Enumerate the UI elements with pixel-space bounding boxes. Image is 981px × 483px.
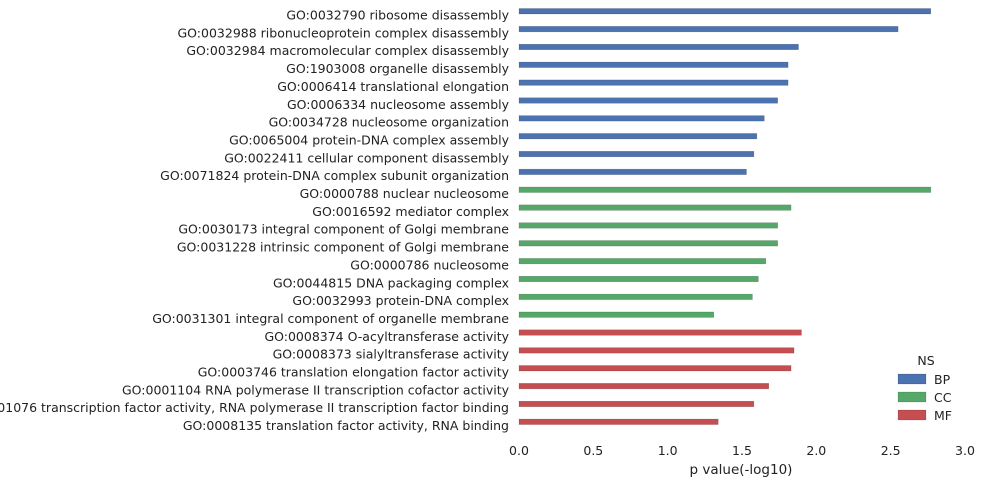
category-label: GO:0071824 protein-DNA complex subunit o…	[160, 168, 509, 183]
x-axis-title: p value(-log10)	[690, 462, 793, 478]
category-label: GO:0008374 O-acyltransferase activity	[264, 329, 509, 344]
category-label: GO:0032988 ribonucleoprotein complex dis…	[177, 25, 509, 40]
category-label: GO:1903008 organelle disassembly	[286, 61, 509, 76]
bar	[518, 61, 789, 68]
category-labels: GO:0032790 ribosome disassembly GO:003298…	[0, 8, 510, 434]
x-tick-label: 2.0	[806, 443, 826, 458]
category-label: GO:0044815 DNA packaging complex	[273, 275, 509, 290]
bar	[518, 43, 799, 50]
bar	[518, 97, 778, 104]
bar	[518, 222, 778, 229]
category-label: GO:0000788 nuclear nucleosome	[300, 186, 510, 201]
bar	[518, 26, 899, 33]
x-tick-label: 2.5	[881, 443, 901, 458]
x-tick-label: 0.5	[583, 443, 603, 458]
bar	[518, 347, 795, 354]
category-label: GO:0031228 intrinsic component of Golgi …	[177, 240, 509, 255]
category-label: GO:0003746 translation elongation factor…	[198, 365, 510, 380]
category-label: GO:0032790 ribosome disassembly	[286, 8, 509, 23]
bar	[518, 329, 802, 336]
category-label: GO:0032984 macromolecular complex disass…	[186, 43, 509, 58]
category-label: GO:0034728 nucleosome organization	[269, 115, 509, 130]
x-tick-label: 3.0	[955, 443, 975, 458]
bar	[518, 115, 765, 122]
legend: NS BP CC MF	[897, 353, 952, 423]
category-label: GO:0008135 translation factor activity, …	[183, 418, 509, 433]
bar	[518, 204, 792, 211]
bar	[518, 365, 792, 372]
bar	[518, 258, 767, 265]
category-label: GO:0006334 nucleosome assembly	[287, 97, 510, 112]
category-label: GO:0001076 transcription factor activity…	[0, 400, 509, 415]
bar	[518, 311, 714, 318]
category-label: GO:0031301 integral component of organel…	[152, 311, 509, 326]
category-label: GO:0000786 nucleosome	[350, 257, 509, 272]
bar	[518, 400, 755, 407]
bar	[518, 8, 932, 15]
x-tick-label: 1.0	[658, 443, 678, 458]
legend-label: BP	[934, 372, 951, 387]
legend-label: CC	[934, 390, 952, 405]
category-label: GO:0032993 protein-DNA complex	[292, 293, 509, 308]
legend-swatch	[897, 391, 927, 403]
category-label: GO:0001104 RNA polymerase II transcripti…	[122, 382, 510, 397]
bar	[518, 383, 770, 390]
bar	[518, 276, 759, 282]
legend-swatch	[897, 373, 927, 385]
category-label: GO:0016592 mediator complex	[312, 204, 509, 219]
x-tick-label: 1.5	[732, 443, 752, 458]
category-label: GO:0065004 protein-DNA complex assembly	[229, 132, 510, 147]
legend-title: NS	[917, 353, 934, 368]
bar	[518, 79, 789, 86]
legend-label: MF	[934, 408, 952, 423]
category-label: GO:0008373 sialyltransferase activity	[273, 347, 510, 362]
bar	[518, 133, 758, 140]
legend-swatch	[897, 409, 927, 421]
bar	[518, 186, 932, 193]
category-label: GO:0022411 cellular component disassembl…	[224, 150, 509, 165]
bar	[518, 293, 753, 300]
x-tick-label: 0.0	[509, 443, 529, 458]
category-label: GO:0006414 translational elongation	[277, 79, 509, 94]
bar	[518, 168, 747, 175]
bars-layer	[518, 8, 932, 425]
category-label: GO:0030173 integral component of Golgi m…	[178, 222, 509, 237]
bar	[518, 418, 719, 425]
bar	[518, 240, 778, 247]
x-axis-ticks: 0.0 0.5 1.0 1.5 2.0 2.5 3.0	[509, 443, 975, 458]
bar	[518, 151, 755, 158]
